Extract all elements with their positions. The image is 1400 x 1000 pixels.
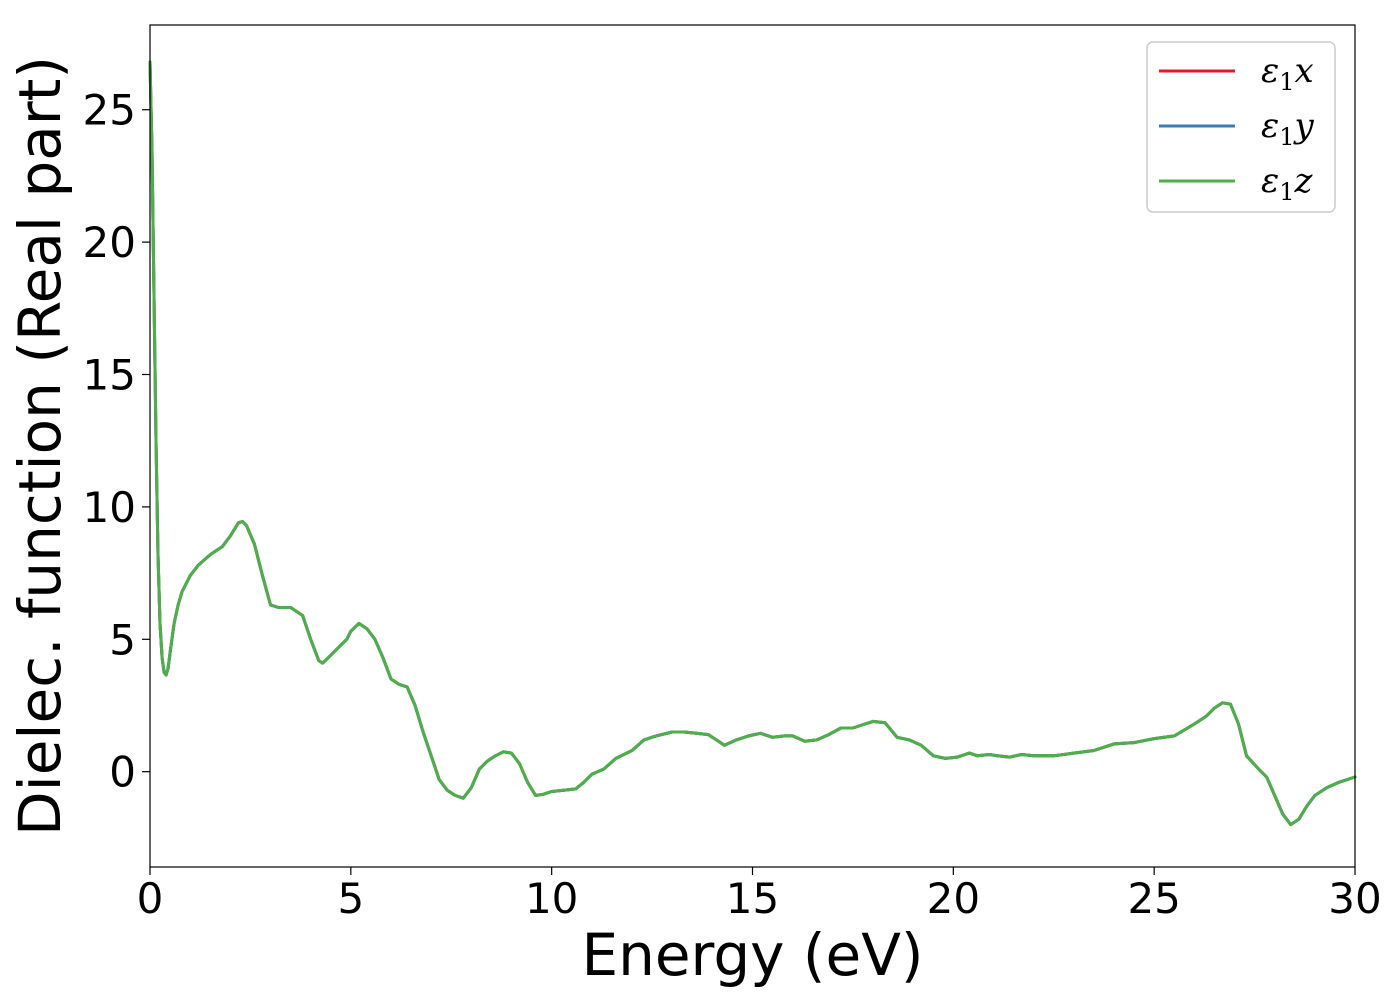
x-tick-label: 30	[1328, 874, 1381, 923]
y-tick-label: 15	[83, 351, 136, 400]
x-tick-label: 0	[137, 874, 164, 923]
x-tick-label: 25	[1127, 874, 1180, 923]
x-tick-label: 10	[525, 874, 578, 923]
y-tick-label: 5	[109, 615, 136, 664]
legend-label-x: ε1x	[1261, 51, 1314, 96]
series-line-z	[148, 60, 1357, 827]
plot-lines	[148, 60, 1357, 827]
x-axis-label: Energy (eV)	[581, 921, 923, 989]
y-tick-label: 10	[83, 483, 136, 532]
legend-label-y: ε1y	[1261, 106, 1315, 151]
legend: ε1x ε1y ε1z	[1146, 41, 1336, 213]
legend-label-z: ε1z	[1261, 161, 1314, 206]
legend-box	[1146, 41, 1336, 213]
x-axis: 0 5 10 15 20 25 30	[137, 867, 1382, 923]
y-tick-label: 0	[109, 748, 136, 797]
x-tick-label: 20	[927, 874, 980, 923]
x-tick-label: 5	[337, 874, 364, 923]
x-tick-label: 15	[726, 874, 779, 923]
y-axis: 0 5 10 15 20 25	[83, 86, 150, 797]
y-tick-label: 20	[83, 218, 136, 267]
y-tick-label: 25	[83, 86, 136, 135]
y-axis-label: Dielec. function (Real part)	[6, 56, 74, 836]
